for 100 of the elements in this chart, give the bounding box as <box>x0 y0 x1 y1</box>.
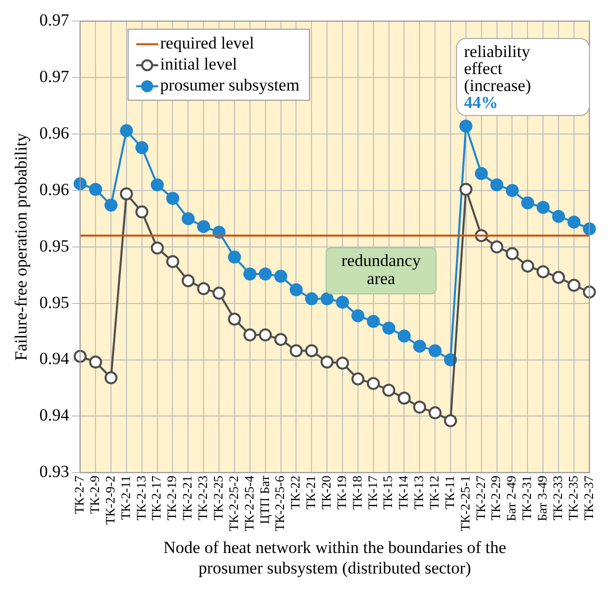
point <box>274 270 288 283</box>
point <box>552 270 566 284</box>
annotation: 44% <box>464 93 498 112</box>
point <box>228 312 241 326</box>
x-tick-label: ТК-2-25-6 <box>272 475 288 532</box>
point <box>567 216 580 229</box>
x-tick-label: ТК-2-25-4 <box>241 475 256 532</box>
point <box>490 178 504 192</box>
point <box>428 406 442 420</box>
x-tick-label: ТК-22 <box>288 476 303 510</box>
y-tick-label: 0.95 <box>39 236 70 256</box>
x-tick-label: ТК-2-17 <box>148 475 164 520</box>
y-tick-label: 0.96 <box>39 124 70 143</box>
point <box>552 210 566 223</box>
point <box>398 392 411 405</box>
point <box>89 356 102 369</box>
x-axis-title: Node of heat network within the boundaries of the prosumer subsystem (distributed sector) <box>163 538 506 578</box>
x-tick-label: ТК-19 <box>334 476 349 510</box>
point <box>89 182 102 196</box>
annotation: redundancy area <box>341 250 422 288</box>
point <box>120 124 133 138</box>
x-tick-label: ТК-13 <box>411 476 426 510</box>
x-tick-label: ТК-2-25-2 <box>226 476 241 532</box>
point <box>474 167 488 180</box>
point <box>258 267 272 280</box>
point <box>150 178 164 192</box>
point <box>536 200 550 214</box>
x-tick-label: ТК-2-21 <box>180 476 195 520</box>
x-tick-label: Бат 2-49 <box>504 476 519 522</box>
x-tick-label: ТК-2-31 <box>519 476 534 520</box>
x-tick-label: ТК-2-27 <box>472 475 488 520</box>
y-tick-label: 0.97 <box>39 67 70 86</box>
point <box>120 187 133 200</box>
point <box>567 278 580 292</box>
x-tick-label: ТК-17 <box>364 475 380 510</box>
point <box>166 192 180 205</box>
legend-label: initial level <box>160 54 238 74</box>
point <box>521 196 534 210</box>
x-tick-label: Бат 3-49 <box>534 476 550 522</box>
point <box>150 242 164 255</box>
point <box>413 340 426 353</box>
y-tick-label: 0.94 <box>39 349 70 368</box>
x-tick-label: ТК-2-19 <box>164 476 180 520</box>
point <box>290 344 303 358</box>
point <box>398 330 411 343</box>
x-tick-label: ТК-2-9 <box>87 476 102 514</box>
point <box>305 292 318 306</box>
point <box>166 255 180 268</box>
point <box>104 371 118 384</box>
x-tick-label: ТК-2-29 <box>488 476 504 520</box>
x-tick-label: ТК-2-37 <box>580 475 596 520</box>
point <box>428 344 442 358</box>
point <box>243 328 256 342</box>
point <box>305 344 318 358</box>
point <box>459 182 472 196</box>
point <box>290 283 303 296</box>
x-tick-label: ТК-11 <box>442 476 457 510</box>
point <box>413 400 426 414</box>
x-tick-label: ТК-2-25-1 <box>457 476 472 532</box>
x-tick-label: ТК-2-23 <box>195 476 210 520</box>
point <box>582 222 596 236</box>
point <box>366 376 380 390</box>
point <box>274 332 288 346</box>
x-tick-label: ТК-15 <box>380 476 396 510</box>
point <box>382 322 396 335</box>
point <box>228 250 241 264</box>
x-tick-label: ТК-2-25 <box>210 476 226 520</box>
point <box>506 247 519 260</box>
x-tick-label: ТК-2-33 <box>550 476 565 520</box>
legend-label: prosumer subsystem <box>160 76 300 95</box>
point <box>382 384 396 397</box>
point <box>182 212 195 226</box>
point <box>212 286 226 300</box>
point <box>320 356 334 369</box>
x-tick-label: ТК-2-11 <box>118 476 133 520</box>
x-tick-label: ТК-2-13 <box>133 476 148 520</box>
y-tick-label: 0.97 <box>39 10 70 30</box>
point <box>490 240 504 254</box>
legend-label: required level <box>160 34 254 53</box>
point <box>351 309 364 322</box>
y-axis-title: Failure-free operation probability <box>12 132 31 361</box>
point <box>459 120 472 133</box>
point <box>336 296 349 309</box>
point <box>582 286 596 299</box>
point <box>135 141 148 154</box>
point <box>182 274 195 288</box>
point <box>135 205 148 218</box>
x-tick-label: ТК-2-7 <box>72 475 87 514</box>
point <box>366 314 380 328</box>
note-box: reliability effect (increase) 44% <box>456 38 590 116</box>
point <box>521 260 534 273</box>
point <box>320 292 334 306</box>
point <box>336 356 349 370</box>
point <box>444 414 458 428</box>
x-tick-label: ТК-21 <box>303 476 318 510</box>
x-tick-label: ТК-12 <box>426 476 442 510</box>
y-tick-label: 0.93 <box>39 462 70 482</box>
x-tick-label: ТК-18 <box>349 476 364 510</box>
y-tick-label: 0.96 <box>39 180 70 199</box>
x-tick-label: ТК-20 <box>318 476 334 510</box>
